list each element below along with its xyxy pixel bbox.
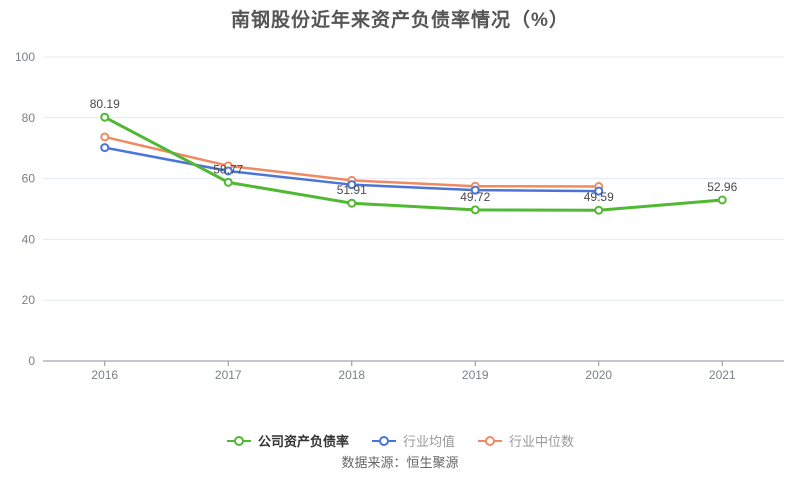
svg-text:49.59: 49.59	[584, 190, 614, 204]
svg-text:100: 100	[15, 50, 35, 64]
line-chart-plot: 0 20 40 60 80 100 2016 2017 2018 2019 2020 2021 80.1…	[15, 50, 784, 382]
svg-text:80: 80	[22, 111, 36, 125]
svg-text:51.91: 51.91	[337, 183, 367, 197]
line-marker-icon	[371, 435, 396, 446]
legend-item-industry-mean[interactable]: 行业均值	[371, 431, 455, 450]
svg-text:80.19: 80.19	[90, 97, 120, 111]
svg-text:52.96: 52.96	[707, 180, 737, 194]
svg-text:20: 20	[22, 293, 36, 307]
svg-text:0: 0	[28, 354, 35, 368]
svg-text:2018: 2018	[338, 368, 365, 382]
legend-label-company-ratio: 公司资产负债率	[257, 434, 349, 449]
svg-text:2020: 2020	[585, 368, 612, 382]
line-marker-icon	[478, 435, 502, 446]
svg-text:2021: 2021	[709, 368, 736, 382]
svg-text:2017: 2017	[215, 368, 242, 382]
line-marker-icon	[226, 435, 251, 446]
legend-label-industry-mean: 行业均值	[402, 434, 455, 449]
svg-text:40: 40	[22, 232, 36, 246]
legend-item-industry-median[interactable]: 行业中位数	[477, 431, 574, 450]
svg-text:58.77: 58.77	[213, 162, 243, 176]
svg-text:49.72: 49.72	[460, 190, 490, 204]
legend-item-company-ratio[interactable]: 公司资产负债率	[226, 431, 349, 450]
data-source: 数据来源：恒生聚源	[341, 455, 459, 470]
legend: 公司资产负债率 行业均值 行业中位数	[0, 431, 800, 450]
svg-text:2016: 2016	[91, 368, 118, 382]
legend-label-industry-median: 行业中位数	[509, 434, 575, 449]
chart-title: 南钢股份近年来资产负债率情况（%）	[231, 10, 569, 31]
svg-text:60: 60	[22, 172, 36, 186]
svg-text:2019: 2019	[462, 368, 489, 382]
